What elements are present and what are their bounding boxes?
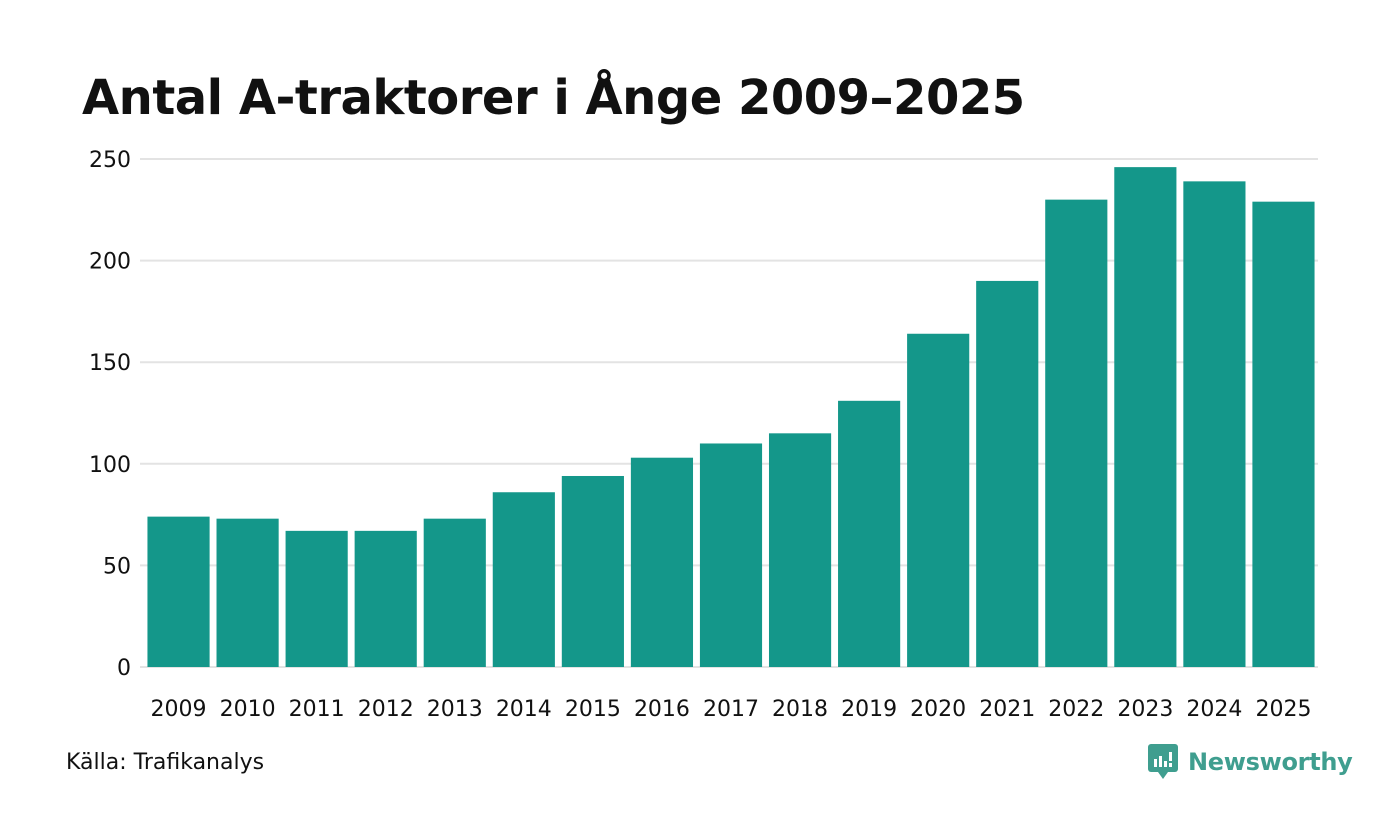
x-tick-label: 2022 bbox=[1048, 697, 1104, 722]
chart-title: Antal A-traktorer i Ånge 2009–2025 bbox=[82, 70, 1025, 126]
x-tick-label: 2011 bbox=[289, 697, 345, 722]
x-tick-label: 2012 bbox=[358, 697, 414, 722]
y-tick-label: 0 bbox=[117, 656, 131, 681]
y-tick-label: 150 bbox=[89, 351, 131, 376]
bar bbox=[354, 530, 417, 667]
newsworthy-brand: Newsworthy bbox=[1148, 744, 1353, 780]
x-axis-ticks: 2009 2010 2011 2012 2013 2014 2015 2016 2017 2018… bbox=[151, 697, 1312, 722]
bar bbox=[147, 516, 210, 667]
bar bbox=[1183, 181, 1246, 668]
x-tick-label: 2019 bbox=[841, 697, 897, 722]
source-label: Källa: Trafikanalys bbox=[66, 750, 265, 775]
x-tick-label: 2016 bbox=[634, 697, 690, 722]
bars bbox=[147, 167, 1315, 668]
x-tick-label: 2024 bbox=[1186, 697, 1242, 722]
bar bbox=[1114, 167, 1177, 668]
bar bbox=[699, 443, 763, 667]
x-tick-label: 2023 bbox=[1117, 697, 1173, 722]
x-tick-label: 2013 bbox=[427, 697, 483, 722]
x-tick-label: 2015 bbox=[565, 697, 621, 722]
bar bbox=[285, 530, 348, 667]
x-tick-label: 2018 bbox=[772, 697, 828, 722]
y-tick-label: 200 bbox=[89, 250, 131, 275]
bar bbox=[838, 400, 901, 667]
bar bbox=[907, 333, 970, 667]
y-tick-label: 50 bbox=[103, 554, 131, 579]
bar bbox=[976, 280, 1039, 667]
x-tick-label: 2021 bbox=[979, 697, 1035, 722]
bar bbox=[216, 518, 279, 667]
x-tick-label: 2009 bbox=[151, 697, 207, 722]
brand-name: Newsworthy bbox=[1188, 748, 1353, 776]
x-tick-label: 2014 bbox=[496, 697, 552, 722]
y-tick-label: 100 bbox=[89, 453, 131, 478]
y-axis-ticks: 0 50 100 150 200 250 bbox=[89, 148, 131, 681]
bar bbox=[1045, 199, 1108, 667]
bar bbox=[630, 457, 694, 667]
x-tick-label: 2017 bbox=[703, 697, 759, 722]
bar bbox=[768, 433, 832, 667]
newsworthy-logo-icon bbox=[1148, 744, 1178, 779]
x-tick-label: 2020 bbox=[910, 697, 966, 722]
x-tick-label: 2025 bbox=[1255, 697, 1311, 722]
bar bbox=[492, 492, 555, 667]
bar bbox=[561, 475, 624, 667]
x-tick-label: 2010 bbox=[220, 697, 276, 722]
bar bbox=[423, 518, 486, 667]
bar bbox=[1252, 201, 1315, 667]
y-tick-label: 250 bbox=[89, 148, 131, 173]
